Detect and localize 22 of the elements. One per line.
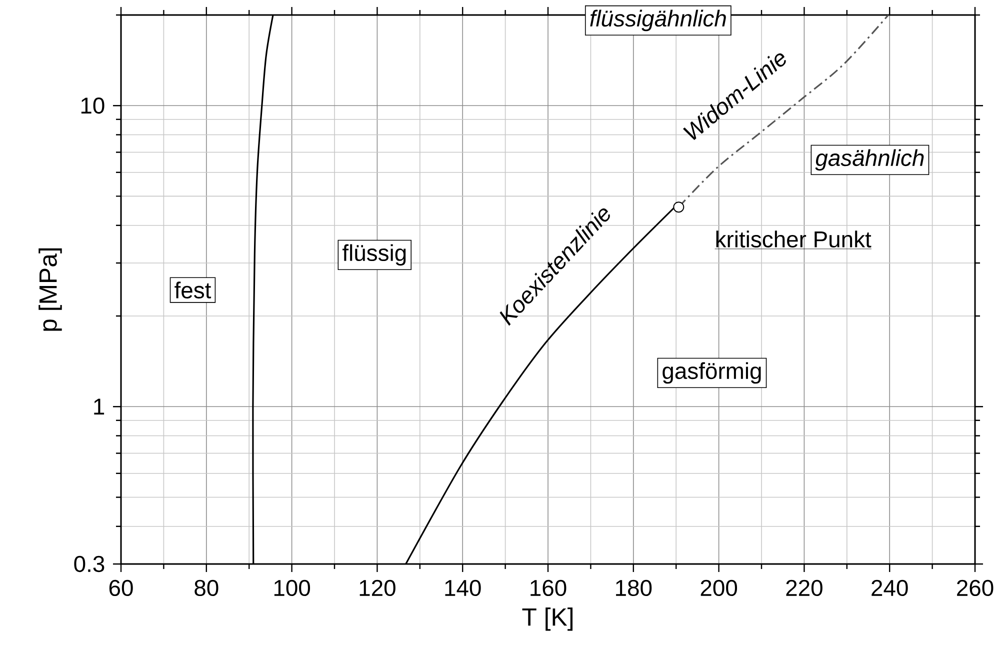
x-tick-label: 220 — [786, 580, 822, 596]
y-tick-label: 10 — [81, 97, 104, 114]
x-tick-label: 160 — [530, 580, 566, 596]
y-tick-label: 0.3 — [74, 556, 104, 572]
y-axis-title: p [MPa] — [38, 248, 62, 331]
x-tick-label: 120 — [360, 580, 396, 596]
x-tick-label: 60 — [109, 580, 133, 596]
annotation: kritischer Punkt — [716, 230, 872, 248]
annotation: gasähnlich — [815, 149, 924, 171]
annotation: flüssig — [342, 244, 406, 266]
annotation: gasförmig — [662, 362, 761, 384]
x-tick-label: 80 — [194, 580, 218, 596]
x-tick-label: 180 — [616, 580, 652, 596]
x-tick-label: 140 — [445, 580, 481, 596]
annotation: flüssigähnlich — [590, 10, 726, 32]
y-tick-label: 1 — [94, 398, 104, 414]
x-tick-label: 100 — [274, 580, 310, 596]
x-axis-title: T [K] — [522, 608, 573, 631]
x-tick-label: 200 — [700, 580, 738, 596]
x-tick-label: 240 — [872, 580, 908, 596]
annotation: fest — [174, 282, 212, 298]
x-tick-label: 260 — [957, 580, 994, 596]
